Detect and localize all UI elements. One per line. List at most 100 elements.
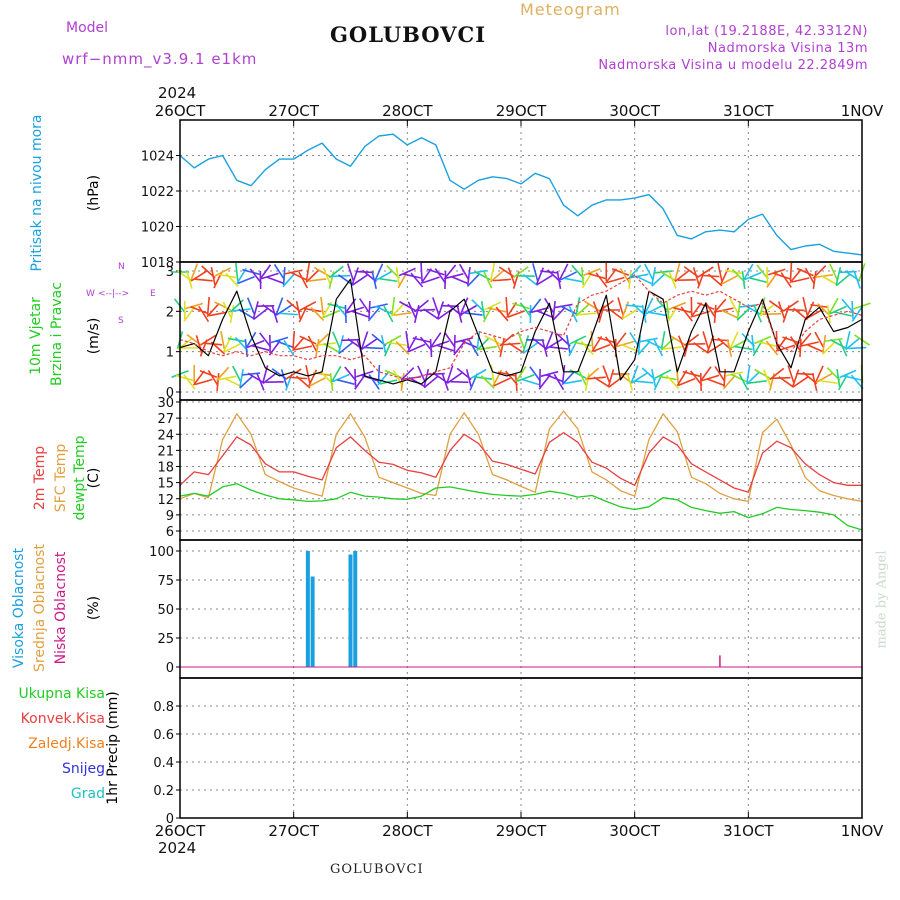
wind-arrow [246,297,256,315]
wind-arrow [431,340,450,348]
wind-arrow [206,302,220,318]
wind-arrow [256,373,265,391]
wind-arrow [798,332,812,348]
wind-arrow [284,269,303,275]
temp-ytick-label: 9 [166,509,174,524]
wind-arrow [660,330,666,350]
wind-arrow [346,263,355,281]
wind-arrow [352,274,368,286]
wind-arrow [334,302,348,318]
wind-arrow [249,268,262,284]
wind-arrow [666,300,670,320]
wind-arrow [410,272,424,288]
wind-arrow [628,264,642,280]
wind-arrow [365,346,384,350]
wind-ytick-label: 2 [166,305,174,320]
meteogram-title: Meteogram [520,0,621,19]
wind-arrow [328,265,344,279]
wind-arrow [772,272,791,280]
precip-ytick-label: 0 [166,812,174,827]
wind-arrow [552,306,566,322]
wind-arrow [559,305,577,315]
wind-arrow [441,373,449,391]
wind-arrow [403,375,422,381]
wind-arrow [232,365,242,383]
wind-arrow [792,369,800,387]
wind-arrow [354,368,357,388]
time-label-bottom: 26OCT [155,822,206,840]
wind-arrow [426,268,445,276]
wind-arrow [295,301,302,319]
wind-arrow [812,270,817,290]
wind-arrow [644,263,654,281]
wind-arrow [371,271,377,289]
elevation-text: Nadmorska Visina 13m [707,41,868,56]
wind-arrow [400,367,415,381]
wind-arrow [780,272,792,288]
wind-arrow [464,312,483,316]
wind-arrow [721,275,738,285]
lonlat-text: lon,lat (19.2188E, 42.3312N) [665,24,868,39]
wind-arrow [720,309,738,319]
wind-arrow [811,373,818,391]
wind-arrow [262,371,278,385]
wind-arrow [556,270,562,290]
wind-arrow [578,312,597,316]
wind-arrow [392,369,403,387]
wind-arrow [360,374,379,382]
wind-arrow [580,266,585,286]
wind-arrow [405,330,410,350]
wind-arrow [575,303,590,317]
wind-arrow [635,275,653,285]
wind-arrow [767,268,786,276]
wind-arrow [480,375,495,389]
wind-arrow [467,266,471,286]
cloud-high-bar [305,551,310,667]
wind-arrow [529,366,542,382]
pressure-ytick-label: 1022 [141,185,174,200]
wind-arrow [645,305,662,315]
wind-arrow [242,372,261,376]
precip-legend-snow: Snijeg [61,761,105,777]
wind-arrow [702,331,710,349]
wind-arrow [194,378,213,386]
time-label-bottom: 29OCT [496,822,547,840]
wind-arrow [420,268,432,284]
wind-arrow [851,300,854,320]
wind-arrow [375,270,392,282]
wind-arrow [792,376,809,388]
wind-arrow [630,365,639,383]
wind-arrow [602,365,611,383]
wind-arrow [305,269,320,283]
wind-arrow [465,369,472,387]
wind-arrow [621,301,630,319]
wind-arrow [175,374,194,382]
wind-arrow [748,380,767,384]
wind-arrow [237,275,255,285]
wind-arrow [604,268,618,284]
wind-arrow [775,336,788,352]
wind-arrow [265,276,284,284]
wind-arrow [507,267,516,285]
wind-arrow [668,271,677,289]
wind-arrow [190,263,199,281]
temp-ytick-label: 6 [166,525,174,540]
wind-arrow [332,373,350,383]
wind-arrow [320,296,324,316]
wind-arrow [338,335,344,353]
wind-arrow [332,331,341,349]
wind-arrow [403,273,422,279]
wind-arrow [751,334,755,354]
wind-arrow [836,368,841,388]
time-label-top: 30OCT [609,102,660,120]
wind-arrow [793,307,808,321]
model-name: wrf−nmm_v3.9.1 e1km [62,50,258,68]
wind-arrow [398,267,416,277]
wind-arrow [766,272,778,288]
wind-arrow [499,333,515,347]
wind-arrow [665,374,680,390]
wind-arrow [848,346,867,350]
wind-arrow [239,368,244,388]
wind-arrow [519,302,532,318]
wind-arrow [644,297,654,315]
